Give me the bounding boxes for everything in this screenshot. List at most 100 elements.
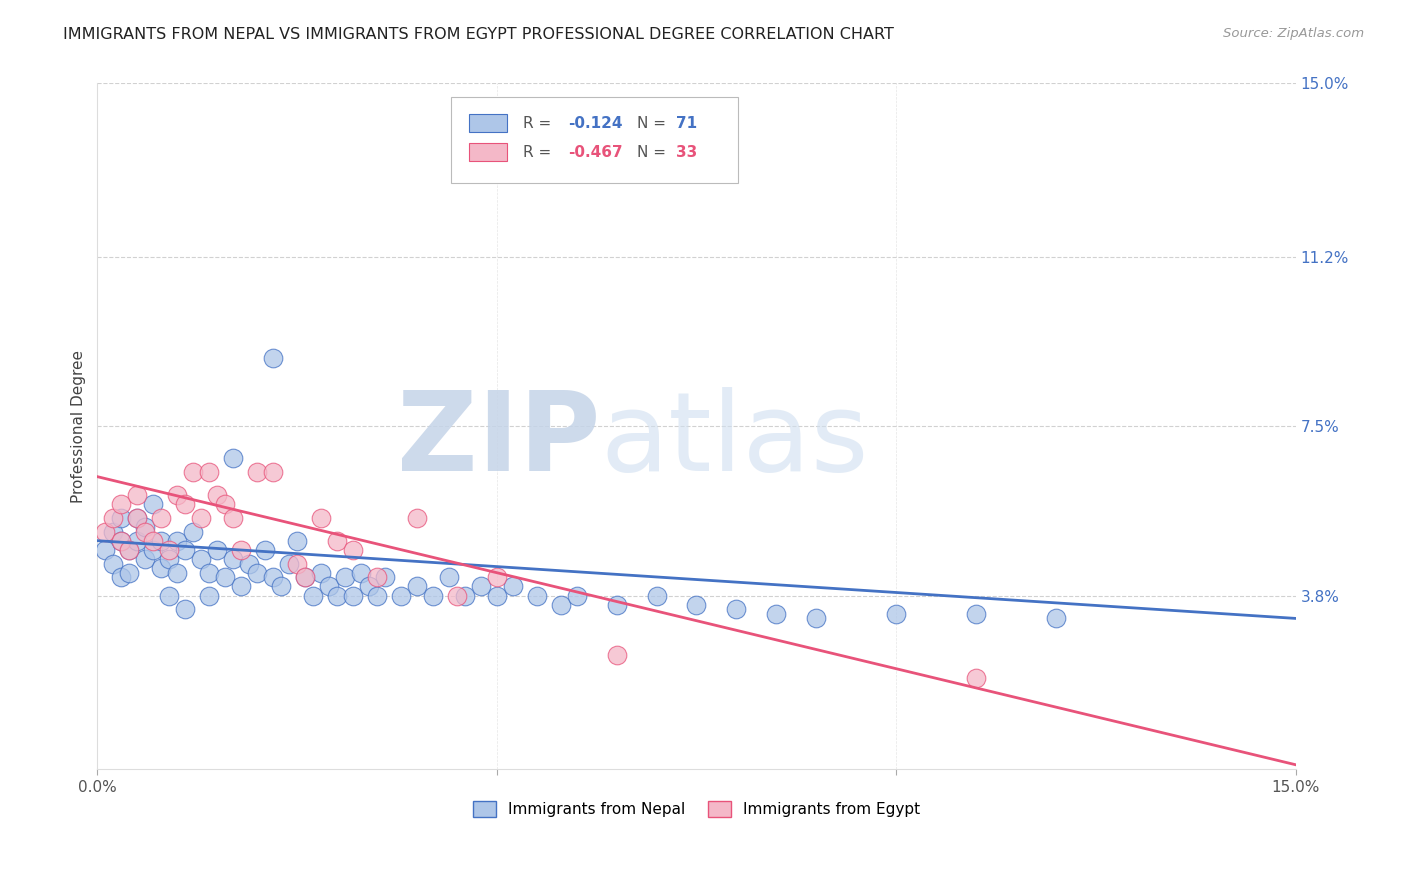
Point — [262, 465, 284, 479]
Point — [374, 570, 396, 584]
Point — [127, 488, 149, 502]
Point — [94, 542, 117, 557]
Point — [166, 488, 188, 502]
Point — [110, 533, 132, 548]
FancyBboxPatch shape — [451, 97, 738, 183]
Point — [118, 566, 141, 580]
Point — [134, 524, 156, 539]
Point — [485, 570, 508, 584]
Point — [142, 497, 165, 511]
Point — [366, 589, 388, 603]
Point — [965, 607, 987, 621]
Point — [174, 542, 197, 557]
Point — [725, 602, 748, 616]
Point — [422, 589, 444, 603]
Y-axis label: Professional Degree: Professional Degree — [72, 350, 86, 503]
Text: -0.467: -0.467 — [568, 145, 623, 160]
Point — [246, 566, 269, 580]
Point — [134, 520, 156, 534]
Point — [110, 570, 132, 584]
Point — [309, 511, 332, 525]
FancyBboxPatch shape — [468, 114, 508, 132]
Point — [205, 542, 228, 557]
Point — [278, 557, 301, 571]
Point — [685, 598, 707, 612]
Point — [118, 542, 141, 557]
Point — [198, 566, 221, 580]
Point — [454, 589, 477, 603]
Point — [309, 566, 332, 580]
Point — [198, 589, 221, 603]
Point — [294, 570, 316, 584]
Point — [565, 589, 588, 603]
Text: ZIP: ZIP — [398, 386, 600, 493]
Point — [214, 497, 236, 511]
Point — [550, 598, 572, 612]
Point — [181, 465, 204, 479]
Point — [965, 671, 987, 685]
Point — [406, 511, 429, 525]
Point — [214, 570, 236, 584]
Point — [645, 589, 668, 603]
Point — [166, 566, 188, 580]
Point — [366, 570, 388, 584]
Point — [118, 542, 141, 557]
Point — [606, 648, 628, 662]
Text: Source: ZipAtlas.com: Source: ZipAtlas.com — [1223, 27, 1364, 40]
Point — [231, 579, 253, 593]
Point — [222, 451, 245, 466]
Point — [205, 488, 228, 502]
Text: IMMIGRANTS FROM NEPAL VS IMMIGRANTS FROM EGYPT PROFESSIONAL DEGREE CORRELATION C: IMMIGRANTS FROM NEPAL VS IMMIGRANTS FROM… — [63, 27, 894, 42]
Point — [157, 552, 180, 566]
Point — [190, 552, 212, 566]
Text: R =: R = — [523, 116, 555, 131]
Point — [446, 589, 468, 603]
Text: R =: R = — [523, 145, 555, 160]
Point — [502, 579, 524, 593]
Point — [157, 589, 180, 603]
Text: N =: N = — [637, 145, 671, 160]
Point — [157, 542, 180, 557]
Point — [198, 465, 221, 479]
Point — [302, 589, 325, 603]
Point — [246, 465, 269, 479]
Point — [389, 589, 412, 603]
Point — [342, 589, 364, 603]
Point — [806, 611, 828, 625]
Text: atlas: atlas — [600, 386, 869, 493]
Point — [181, 524, 204, 539]
Point — [254, 542, 277, 557]
Point — [470, 579, 492, 593]
Point — [222, 511, 245, 525]
Point — [94, 524, 117, 539]
Point — [231, 542, 253, 557]
Point — [318, 579, 340, 593]
Point — [110, 497, 132, 511]
Point — [485, 589, 508, 603]
Point — [294, 570, 316, 584]
Text: -0.124: -0.124 — [568, 116, 623, 131]
Point — [127, 511, 149, 525]
Point — [285, 533, 308, 548]
Text: N =: N = — [637, 116, 671, 131]
Point — [437, 570, 460, 584]
Point — [262, 351, 284, 365]
Point — [406, 579, 429, 593]
Point — [470, 145, 492, 159]
Point — [103, 557, 125, 571]
FancyBboxPatch shape — [468, 143, 508, 161]
Point — [262, 570, 284, 584]
Point — [526, 589, 548, 603]
Point — [350, 566, 373, 580]
Point — [342, 542, 364, 557]
Point — [765, 607, 787, 621]
Point — [134, 552, 156, 566]
Point — [606, 598, 628, 612]
Point — [285, 557, 308, 571]
Point — [142, 542, 165, 557]
Point — [884, 607, 907, 621]
Text: 71: 71 — [676, 116, 697, 131]
Point — [270, 579, 292, 593]
Point — [127, 533, 149, 548]
Point — [150, 561, 173, 575]
